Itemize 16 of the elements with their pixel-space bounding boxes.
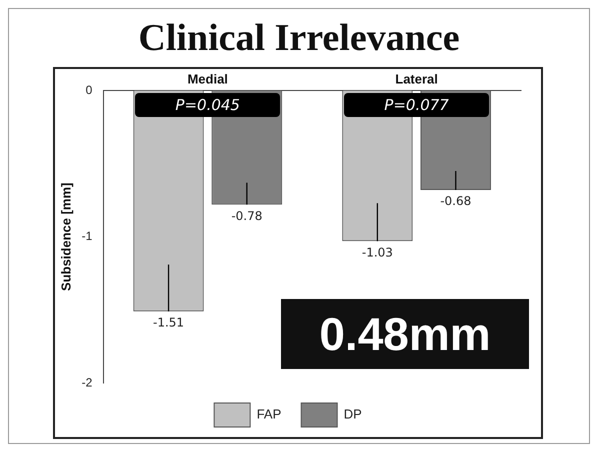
- p-value-tag: P=0.077: [344, 92, 489, 117]
- x-tick-label: Medial: [187, 71, 228, 86]
- y-tick-label: 0: [86, 82, 93, 97]
- p-value-tag: P=0.045: [135, 92, 280, 117]
- legend-label: DP: [344, 406, 362, 422]
- chart-title: Clinical Irrelevance: [137, 16, 461, 61]
- data-label: -1.51: [153, 315, 184, 330]
- data-label: -0.78: [231, 208, 262, 223]
- y-tick-label: -2: [82, 375, 93, 390]
- data-label: -1.03: [362, 245, 393, 260]
- data-label: -0.68: [440, 194, 472, 208]
- text-panel: 0.48mm: [281, 299, 529, 369]
- legend-label: FAP: [256, 406, 282, 422]
- y-tick-label: -1: [82, 229, 93, 244]
- x-tick-label: Lateral: [395, 71, 438, 86]
- y-axis-title: Subsidence [mm]: [58, 182, 74, 291]
